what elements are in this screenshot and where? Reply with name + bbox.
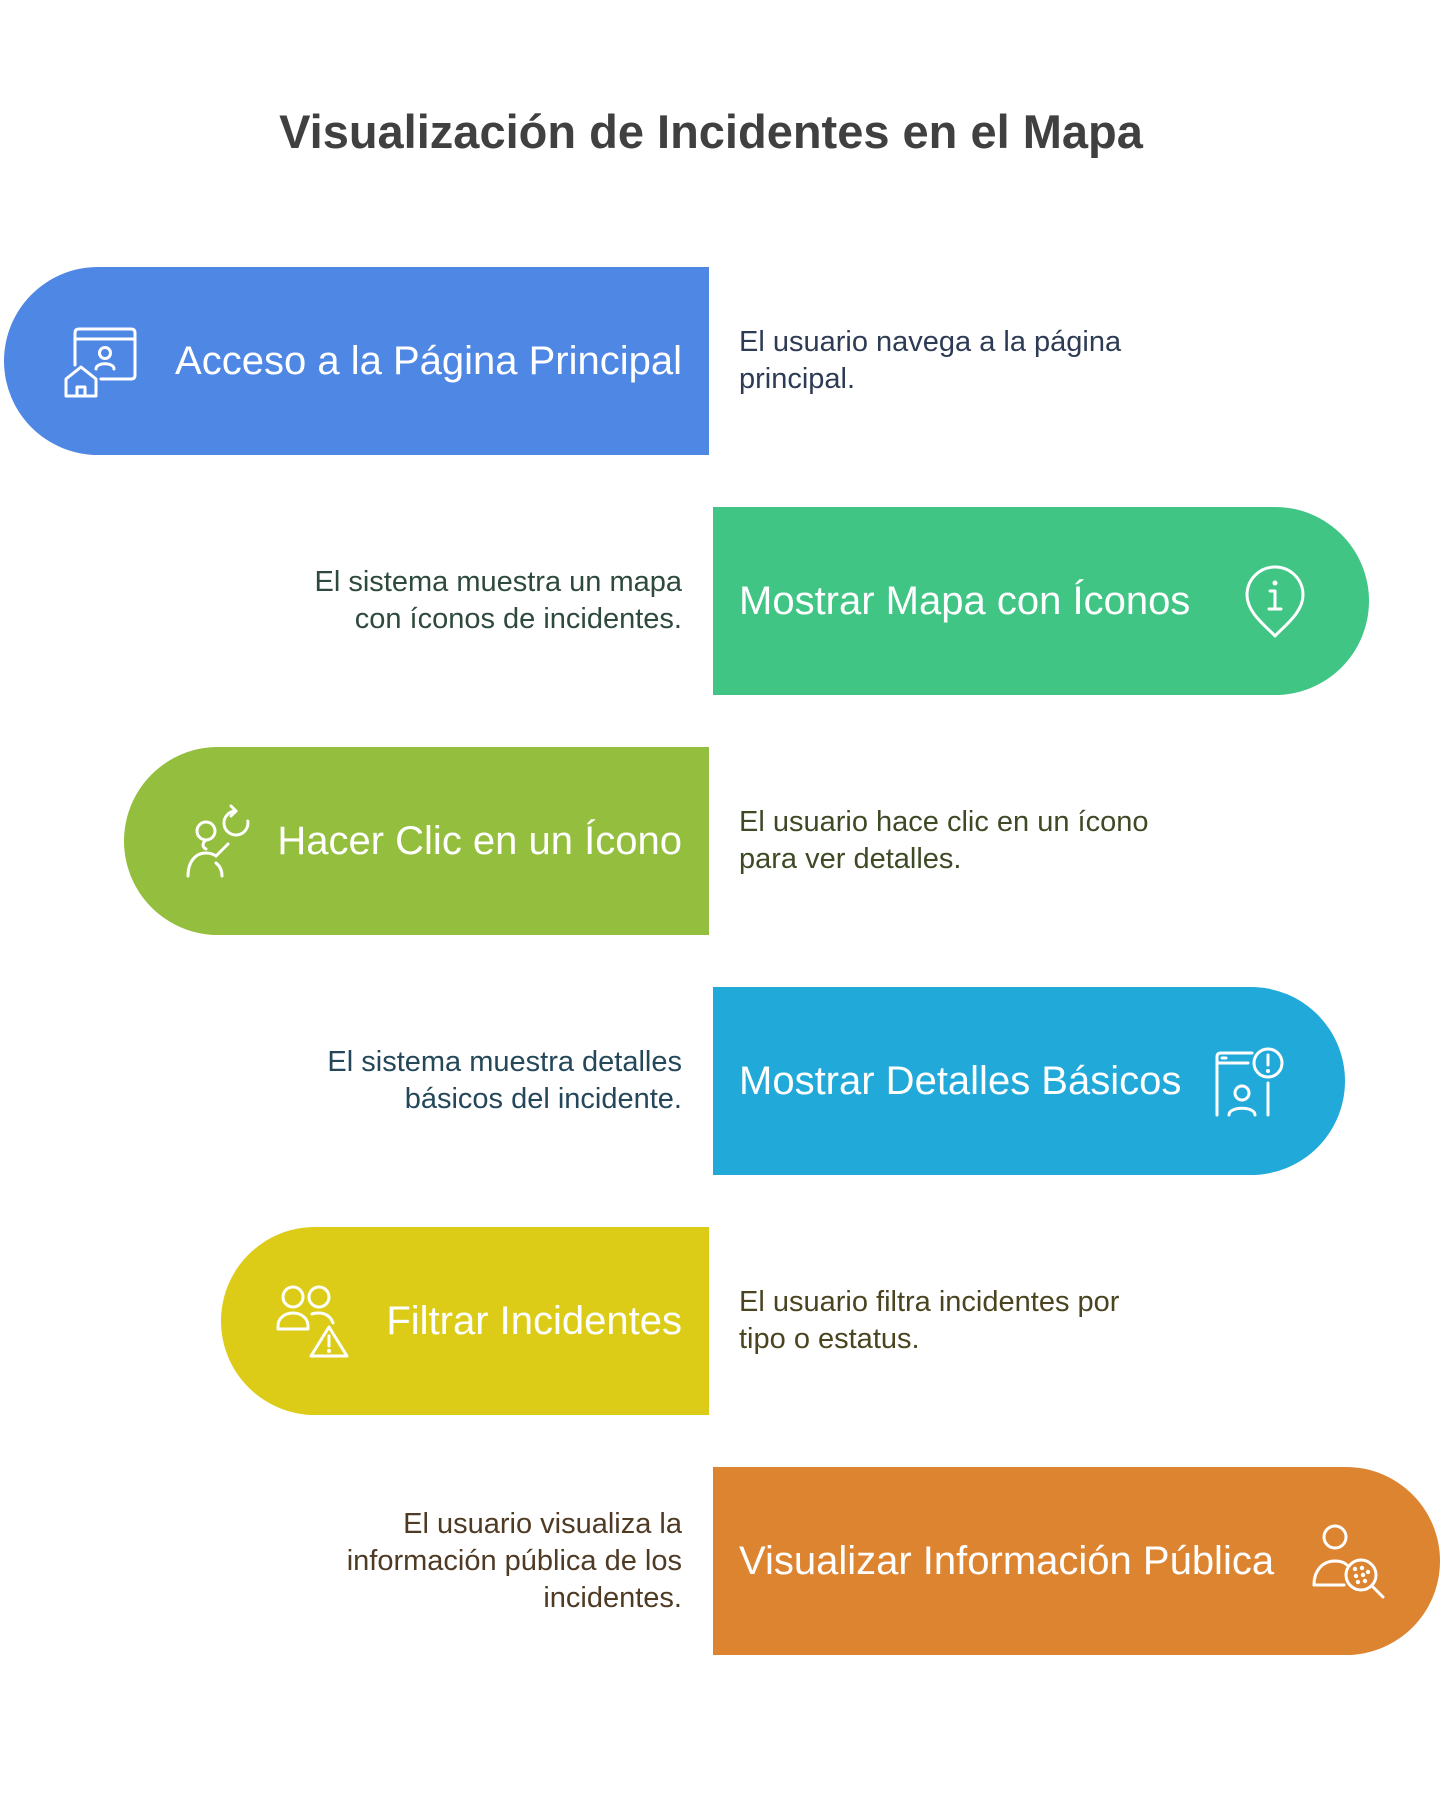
- step-description-line: El usuario filtra incidentes por: [739, 1286, 1120, 1318]
- step-description-line: El sistema muestra detalles: [327, 1046, 682, 1078]
- step-description-line: información pública de los: [346, 1544, 682, 1577]
- step-1-label: Acceso a la Página Principal: [175, 338, 682, 383]
- step-description-line: El sistema muestra un mapa: [314, 566, 682, 598]
- step-description-line: El usuario navega a la página: [739, 326, 1122, 358]
- step-description-line: El usuario hace clic en un ícono: [739, 806, 1149, 838]
- step-4-pill: Mostrar Detalles Básicos: [713, 987, 1345, 1175]
- users-warning-icon: [275, 1283, 351, 1359]
- user-search-icon: [1311, 1523, 1387, 1599]
- step-4-description: El sistema muestra detalles básicos del …: [212, 987, 682, 1175]
- user-click-refresh-icon: [180, 803, 256, 879]
- step-3-label: Hacer Clic en un Ícono: [277, 818, 682, 863]
- step-5-pill: Filtrar Incidentes: [221, 1227, 709, 1415]
- user-document-alert-icon: [1212, 1043, 1288, 1119]
- step-1: Acceso a la Página Principal El usuario …: [0, 267, 1444, 455]
- step-description-line: para ver detalles.: [739, 843, 962, 875]
- step-description-line: incidentes.: [543, 1581, 682, 1614]
- step-3: Hacer Clic en un Ícono El usuario hace c…: [0, 747, 1444, 935]
- step-1-pill: Acceso a la Página Principal: [4, 267, 709, 455]
- step-3-description: El usuario hace clic en un ícono para ve…: [739, 747, 1209, 935]
- step-2-label: Mostrar Mapa con Íconos: [739, 578, 1191, 623]
- step-6-pill: Visualizar Información Pública: [713, 1467, 1440, 1655]
- step-description-line: con íconos de incidentes.: [354, 603, 682, 635]
- step-4-label: Mostrar Detalles Básicos: [739, 1058, 1182, 1103]
- step-6: El usuario visualiza la información públ…: [0, 1467, 1444, 1655]
- diagram-title: Visualización de Incidentes en el Mapa: [279, 105, 1143, 158]
- step-5-description: El usuario filtra incidentes por tipo o …: [739, 1227, 1209, 1415]
- step-5: Filtrar Incidentes El usuario filtra inc…: [0, 1227, 1444, 1415]
- step-description-line: El usuario visualiza la: [403, 1507, 682, 1540]
- step-3-pill: Hacer Clic en un Ícono: [124, 747, 709, 935]
- step-2-pill: Mostrar Mapa con Íconos: [713, 507, 1369, 695]
- step-1-description: El usuario navega a la página principal.: [739, 267, 1209, 455]
- step-description-line: tipo o estatus.: [739, 1323, 920, 1355]
- step-description-line: básicos del incidente.: [404, 1083, 682, 1115]
- step-2-description: El sistema muestra un mapa con íconos de…: [212, 507, 682, 695]
- browser-user-home-icon: [61, 323, 137, 399]
- step-description-line: principal.: [739, 363, 856, 395]
- step-6-label: Visualizar Información Pública: [739, 1538, 1275, 1583]
- step-6-description: El usuario visualiza la información públ…: [212, 1467, 682, 1655]
- step-4: El sistema muestra detalles básicos del …: [0, 987, 1444, 1175]
- map-pin-info-icon: [1237, 563, 1313, 639]
- step-5-label: Filtrar Incidentes: [386, 1298, 682, 1343]
- step-2: El sistema muestra un mapa con íconos de…: [0, 507, 1444, 695]
